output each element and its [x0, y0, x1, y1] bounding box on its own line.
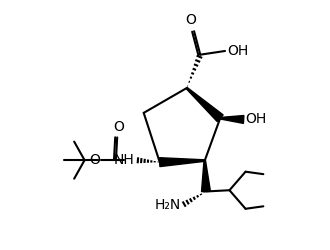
Text: OH: OH [246, 112, 267, 126]
Text: OH: OH [227, 44, 248, 58]
Polygon shape [202, 160, 211, 192]
Text: NH: NH [114, 153, 134, 167]
Text: O: O [113, 120, 124, 134]
Polygon shape [160, 158, 205, 166]
Polygon shape [220, 116, 244, 124]
Text: O: O [186, 13, 197, 27]
Polygon shape [186, 88, 223, 122]
Text: O: O [89, 153, 100, 167]
Text: H₂N: H₂N [154, 198, 181, 212]
